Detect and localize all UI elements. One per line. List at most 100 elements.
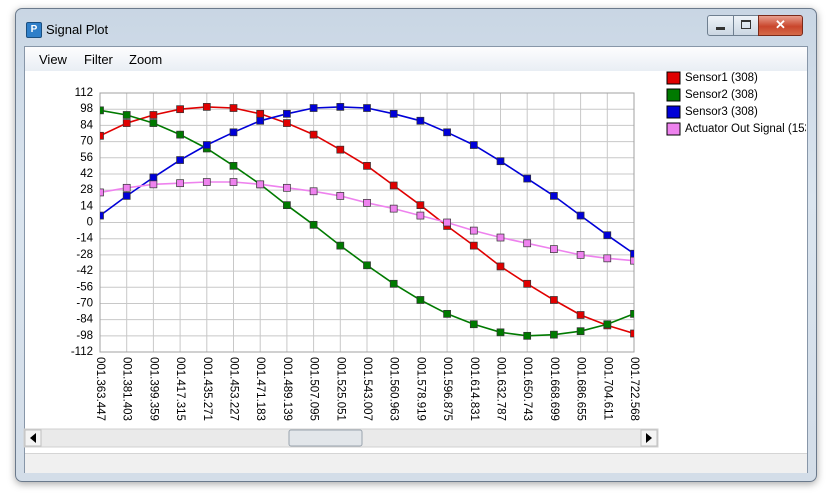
point-marker xyxy=(550,245,558,253)
y-tick-label: -14 xyxy=(76,233,93,245)
app-icon: P xyxy=(26,22,42,38)
point-marker xyxy=(100,131,104,140)
y-tick-label: 42 xyxy=(80,168,93,180)
point-marker xyxy=(389,279,398,288)
menu-item[interactable]: Zoom xyxy=(129,52,163,67)
point-marker xyxy=(336,145,345,154)
legend-label: Sensor1 (308) xyxy=(685,72,758,84)
y-tick-label: 14 xyxy=(80,200,93,212)
y-tick-label: -56 xyxy=(76,281,93,293)
legend: Sensor1 (308) Sensor2 (308) Sensor3 (308) A… xyxy=(666,71,811,136)
point-marker xyxy=(389,109,398,118)
x-tick-label: 001.686.655 xyxy=(575,357,587,421)
point-marker xyxy=(122,183,131,192)
window: P Signal Plot ✕ View Filter Zoom xyxy=(15,8,817,482)
x-tick-label: 001.489.139 xyxy=(281,357,293,421)
point-marker xyxy=(309,130,318,139)
point-marker xyxy=(550,330,558,339)
point-marker xyxy=(100,106,104,115)
point-marker xyxy=(389,181,398,190)
legend-swatch xyxy=(666,122,681,136)
point-marker xyxy=(469,320,478,329)
point-marker xyxy=(363,198,371,207)
point-marker xyxy=(416,211,425,220)
x-tick-label: 001.704.611 xyxy=(601,357,613,420)
legend-label: Actuator Out Signal (153 xyxy=(685,123,811,135)
point-marker xyxy=(469,141,478,149)
point-marker xyxy=(283,183,291,192)
point-marker xyxy=(202,178,211,186)
y-tick-label: 84 xyxy=(80,119,93,131)
point-marker xyxy=(256,116,265,125)
point-marker xyxy=(336,241,345,250)
x-tick-label: 001.560.963 xyxy=(388,357,400,421)
point-marker xyxy=(176,179,184,188)
point-marker xyxy=(523,239,532,248)
close-button[interactable]: ✕ xyxy=(758,15,803,36)
point-marker xyxy=(309,187,318,196)
point-marker xyxy=(176,105,184,114)
x-tick-label: 001.417.315 xyxy=(174,357,186,421)
point-marker xyxy=(149,173,158,182)
legend-label: Sensor3 (308) xyxy=(685,106,758,118)
minimize-button[interactable] xyxy=(707,15,734,36)
point-marker xyxy=(149,111,158,119)
legend-swatch xyxy=(666,105,681,119)
point-marker xyxy=(496,262,505,271)
point-marker xyxy=(363,161,371,170)
x-tick-label: 001.578.919 xyxy=(414,357,426,421)
y-tick-label: 0 xyxy=(87,217,93,229)
point-marker xyxy=(496,157,505,166)
menu-item[interactable]: View xyxy=(39,52,67,67)
x-tick-label: 001.507.095 xyxy=(308,357,320,421)
point-marker xyxy=(149,180,158,189)
y-tick-label: -112 xyxy=(71,346,93,358)
point-marker xyxy=(336,103,345,111)
point-marker xyxy=(229,161,238,170)
window-title: Signal Plot xyxy=(46,22,109,37)
point-marker xyxy=(363,261,371,270)
y-tick-label: 56 xyxy=(80,152,93,164)
point-marker xyxy=(100,211,104,220)
x-tick-label: 001.435.271 xyxy=(201,357,213,421)
point-marker xyxy=(523,279,532,288)
point-marker xyxy=(630,249,634,258)
point-marker xyxy=(496,233,505,242)
point-marker xyxy=(630,329,634,338)
plot-border xyxy=(99,92,635,353)
legend-swatch xyxy=(666,71,681,85)
point-marker xyxy=(576,211,585,220)
point-marker xyxy=(336,192,345,200)
point-marker xyxy=(576,311,585,319)
point-marker xyxy=(202,103,211,111)
point-marker xyxy=(523,331,532,340)
x-tick-label: 001.668.699 xyxy=(548,357,560,421)
x-tick-label: 001.453.227 xyxy=(227,357,239,421)
point-marker xyxy=(416,296,425,304)
x-tick-label: 001.399.359 xyxy=(147,357,159,421)
y-tick-label: 28 xyxy=(80,184,93,196)
point-marker xyxy=(176,130,184,139)
point-marker xyxy=(443,218,451,227)
point-marker xyxy=(523,174,532,183)
plot-area xyxy=(100,103,634,340)
x-tick-label: 001.543.007 xyxy=(361,357,373,421)
menu-item[interactable]: Filter xyxy=(84,52,113,67)
point-marker xyxy=(363,104,371,112)
x-tick-label: 001.381.403 xyxy=(121,357,133,421)
point-marker xyxy=(229,104,238,112)
point-marker xyxy=(469,226,478,235)
point-marker xyxy=(229,178,238,186)
x-tick-label: 001.632.787 xyxy=(494,357,506,421)
y-tick-label: 112 xyxy=(75,87,93,99)
scroll-thumb[interactable] xyxy=(288,429,363,447)
status-bar xyxy=(25,453,807,473)
x-tick-label: 001.614.831 xyxy=(468,357,480,421)
point-marker xyxy=(603,231,612,240)
point-marker xyxy=(416,116,425,125)
point-marker xyxy=(176,156,184,164)
point-marker xyxy=(603,254,612,263)
point-marker xyxy=(309,220,318,229)
y-tick-label: -98 xyxy=(76,330,93,342)
point-marker xyxy=(576,251,585,259)
